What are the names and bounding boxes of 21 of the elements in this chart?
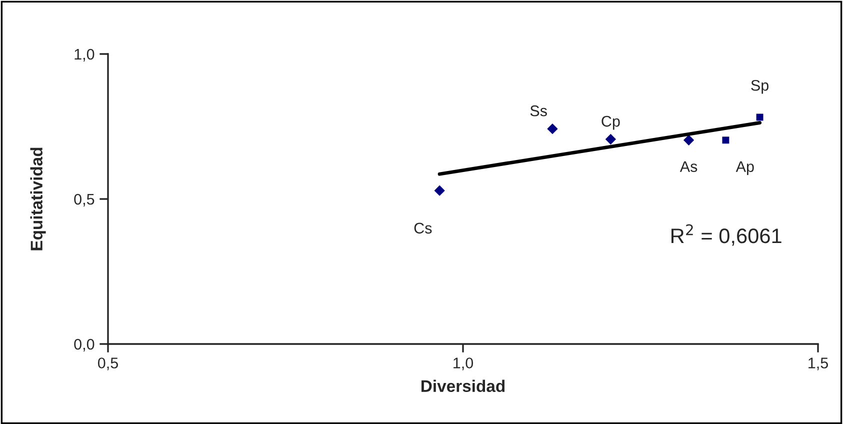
- x-tick-label: 1,0: [454, 358, 474, 370]
- annotation: Ss: [530, 105, 547, 116]
- point: [683, 134, 694, 146]
- y-axis-title: Equitatividad: [30, 148, 46, 250]
- annotation: Cp: [602, 116, 620, 130]
- x-tick-label: 0,5: [98, 358, 118, 370]
- point: [756, 114, 764, 121]
- annotation: As: [680, 161, 698, 172]
- x-axis-title: Diversidad: [422, 380, 505, 392]
- point: [605, 134, 616, 145]
- point: [722, 136, 730, 144]
- y-tick-label: 0,5: [74, 194, 94, 206]
- annotation: R$^{2}$ = 0,6061: [672, 224, 782, 246]
- point: [434, 185, 445, 196]
- y-tick-label: 1,0: [74, 48, 94, 62]
- x-tick-label: 1,5: [808, 358, 828, 370]
- y-tick-label: 0,0: [74, 338, 94, 352]
- point: [547, 123, 558, 134]
- annotation: Ap: [736, 161, 754, 176]
- annotation: Sp: [751, 80, 768, 94]
- annotation: Cs: [414, 222, 432, 234]
